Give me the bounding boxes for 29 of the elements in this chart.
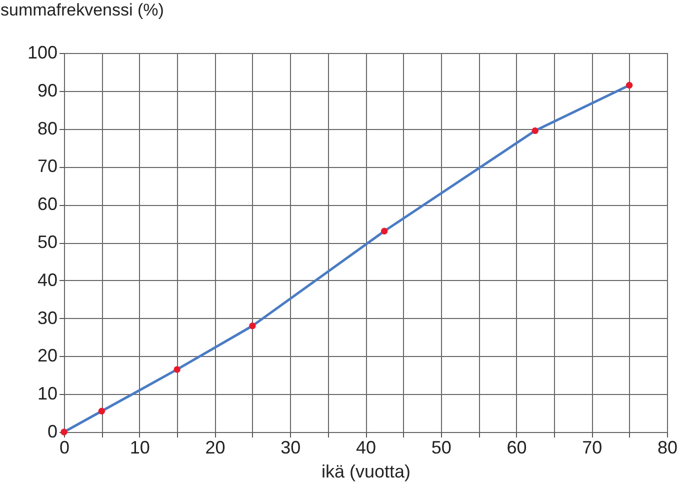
y-tick-label: 0 <box>47 422 58 442</box>
y-axis-title: summafrekvenssi (%) <box>0 0 164 20</box>
point <box>626 82 633 89</box>
point <box>98 408 106 414</box>
x-tick-label: 0 <box>59 438 70 458</box>
y-tick-label: 10 <box>37 384 58 404</box>
x-tick-label: 70 <box>582 438 602 458</box>
x-tick-label: 80 <box>657 438 678 458</box>
y-tick-label: 20 <box>37 346 58 366</box>
point <box>174 366 180 373</box>
y-tick-label: 50 <box>37 232 58 252</box>
x-tick-label: 60 <box>506 438 527 458</box>
y-tick-label: 100 <box>27 42 58 62</box>
x-tick-label: 40 <box>356 438 376 458</box>
y-tick-label: 80 <box>37 118 58 138</box>
y-tick-label: 60 <box>37 194 58 214</box>
y-tick-label: 70 <box>37 156 58 176</box>
x-axis-title: ikä (vuotta) <box>321 462 411 482</box>
y-tick-label: 90 <box>37 80 58 100</box>
y-tick-label: 40 <box>37 270 58 290</box>
x-tick-label: 20 <box>205 438 226 458</box>
point <box>532 127 538 134</box>
x-tick-label: 50 <box>431 438 452 458</box>
point <box>380 228 388 234</box>
x-tick-label: 30 <box>280 438 301 458</box>
x-tick-label: 10 <box>130 438 150 458</box>
point <box>249 322 256 330</box>
point <box>60 428 68 436</box>
y-tick-label: 30 <box>37 308 58 328</box>
